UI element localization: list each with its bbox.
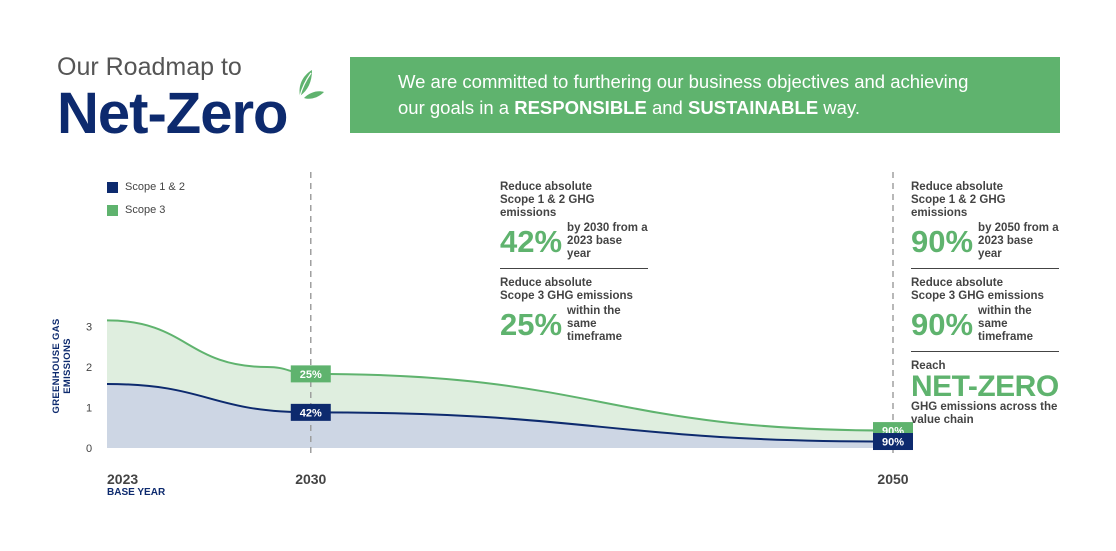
target-percent: 25%	[500, 306, 563, 342]
target-desc-line: by 2050 from a	[978, 222, 1059, 234]
netzero-description: GHG emissions across the	[911, 401, 1058, 413]
target-desc-line: within the same	[978, 305, 1032, 330]
annotation-badge-scope3	[290, 365, 331, 383]
target-description: within the same timeframe	[978, 305, 1059, 344]
target-percent: 90%	[911, 223, 974, 259]
legend-item-scope12: Scope 1 & 2	[107, 181, 185, 193]
legend-label-scope12: Scope 1 & 2	[125, 181, 185, 193]
target-desc-line: timeframe	[567, 331, 623, 343]
target-row: 25% within the same timeframe	[500, 305, 648, 344]
line-scope12	[106, 383, 894, 443]
x-tick-sublabel: BASE YEAR	[107, 487, 166, 498]
legend-swatch-scope3	[107, 204, 118, 216]
target-description: within the same timeframe	[567, 305, 648, 344]
banner-line-2: our goals in a RESPONSIBLE and SUSTAINAB…	[398, 95, 1040, 121]
target-heading: Reduce absolute	[911, 181, 1004, 193]
target-description: by 2050 from a 2023 base year	[978, 222, 1059, 261]
y-tick-label: 1	[86, 403, 92, 415]
annotation-label: 25%	[300, 369, 322, 381]
target-row: 90% within the same timeframe	[911, 305, 1059, 344]
target-heading: Reduce absolute	[500, 277, 593, 289]
divider	[911, 351, 1059, 352]
x-tick-label: 2030	[295, 471, 326, 487]
page-subtitle: Our Roadmap to	[57, 53, 242, 81]
area-scope12	[107, 384, 893, 448]
target-desc-line: 2023 base year	[567, 235, 623, 260]
annotation-badge-scope12	[290, 403, 331, 421]
banner-text: way.	[818, 97, 860, 118]
legend-swatch-scope12	[107, 181, 118, 193]
page-title: Net-Zero	[57, 81, 288, 146]
netzero-label: NET-ZERO	[911, 370, 1059, 403]
targets-2030-panel: Reduce absolute Scope 1 & 2 GHG emission…	[500, 181, 648, 344]
target-row: 90% by 2050 from a 2023 base year	[911, 222, 1059, 261]
annotation-label: 90%	[882, 437, 904, 449]
target-desc-line: within the same	[567, 305, 621, 330]
target-row: 42% by 2030 from a 2023 base year	[500, 222, 648, 261]
target-percent: 90%	[911, 306, 974, 342]
y-tick-label: 3	[86, 322, 92, 334]
divider	[500, 268, 648, 269]
annotation-badge-scope12	[873, 433, 913, 451]
target-heading: Scope 1 & 2 GHG emissions	[911, 194, 1006, 219]
target-desc-line: 2023 base year	[978, 235, 1034, 260]
legend-item-scope3: Scope 3	[107, 204, 165, 216]
legend-label-scope3: Scope 3	[125, 204, 166, 216]
target-desc-line: timeframe	[978, 331, 1034, 343]
target-heading: Scope 3 GHG emissions	[911, 290, 1044, 302]
banner-text: and	[646, 97, 688, 118]
target-heading: Reduce absolute	[500, 181, 593, 193]
x-tick-label: 2050	[877, 471, 908, 487]
y-tick-label: 2	[86, 362, 92, 374]
target-heading: Scope 1 & 2 GHG emissions	[500, 194, 595, 219]
banner-line-1: We are committed to furthering our busin…	[398, 71, 969, 92]
target-description: by 2030 from a 2023 base year	[567, 222, 648, 261]
reach-label: Reach	[911, 360, 946, 372]
x-tick-label: 2023	[107, 471, 138, 487]
targets-2050-panel: Reduce absolute Scope 1 & 2 GHG emission…	[911, 181, 1059, 427]
banner-bold-responsible: RESPONSIBLE	[514, 97, 647, 118]
netzero-description: value chain	[911, 414, 974, 426]
banner-text: our goals in a	[398, 97, 515, 118]
banner-bold-sustainable: SUSTAINABLE	[687, 97, 819, 118]
target-desc-line: by 2030 from a	[567, 222, 648, 234]
target-heading: Scope 3 GHG emissions	[500, 290, 633, 302]
y-tick-label: 0	[86, 443, 92, 455]
leaf-icon	[299, 70, 324, 99]
target-percent: 42%	[500, 223, 563, 259]
target-heading: Reduce absolute	[911, 277, 1004, 289]
commitment-banner: We are committed to furthering our busin…	[350, 57, 1060, 133]
divider	[911, 268, 1059, 269]
annotation-label: 42%	[300, 407, 322, 419]
